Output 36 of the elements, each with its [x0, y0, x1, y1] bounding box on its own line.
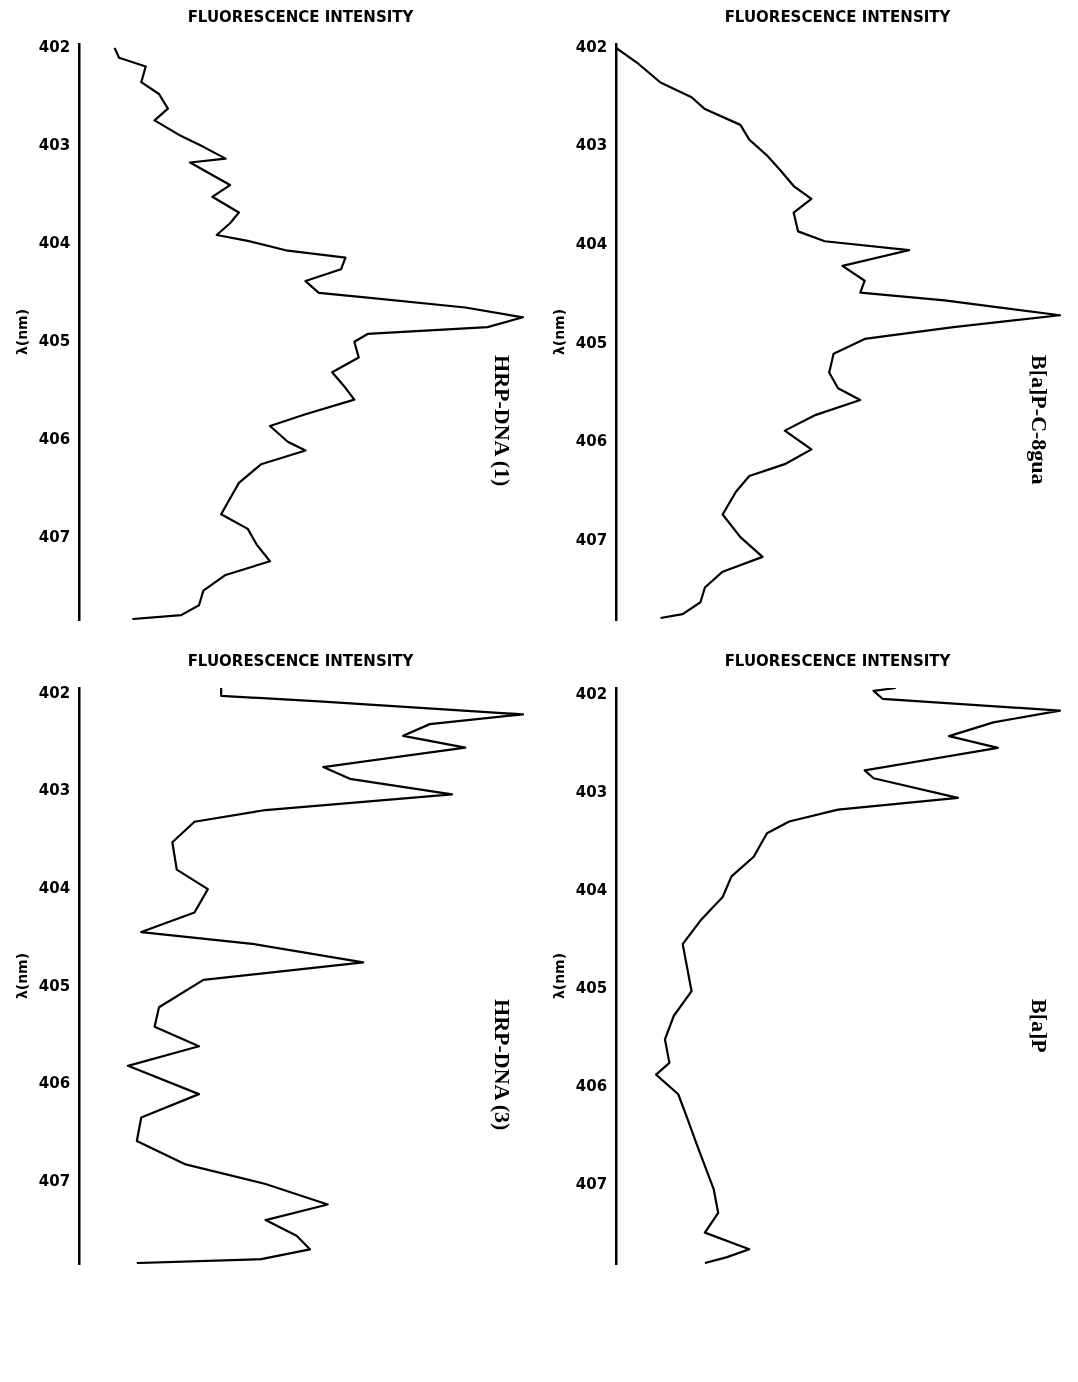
y-tick-label: 404: [575, 235, 607, 254]
y-tick-label: 405: [575, 979, 607, 998]
y-tick-label: 402: [575, 684, 607, 703]
y-tick-label: 406: [38, 429, 70, 448]
y-tick-label: 404: [38, 879, 70, 897]
y-tick-label: 402: [575, 37, 607, 56]
y-axis-title: λ(nm): [13, 952, 30, 1000]
y-tick-label: 403: [38, 781, 70, 800]
y-tick-label: 403: [575, 782, 607, 801]
y-tick-label: 402: [38, 37, 70, 56]
y-axis-title: λ(nm): [550, 308, 567, 356]
y-tick-label: 402: [38, 683, 70, 702]
x-axis-title: FLUORESCENCE INTENSITY: [186, 8, 414, 28]
text: B[a]P-C-8gua: [1026, 355, 1052, 485]
text: HRP-DNA (3): [489, 999, 515, 1131]
y-tick-label: 407: [38, 1171, 70, 1190]
x-axis-title: FLUORESCENCE INTENSITY: [186, 652, 414, 672]
y-tick-label: 404: [575, 881, 607, 900]
y-tick-label: 407: [575, 530, 607, 549]
y-tick-label: 403: [575, 136, 607, 155]
text: HRP-DNA (1): [489, 355, 515, 487]
y-tick-label: 407: [38, 527, 70, 546]
y-tick-label: 405: [38, 331, 70, 350]
y-tick-label: 406: [575, 1077, 607, 1096]
y-axis-title: λ(nm): [550, 952, 567, 1000]
y-tick-label: 406: [575, 432, 607, 451]
y-axis-title: λ(nm): [13, 308, 30, 356]
x-axis-title: FLUORESCENCE INTENSITY: [723, 652, 951, 672]
text: B[a]P: [1026, 999, 1052, 1053]
x-axis-title: FLUORESCENCE INTENSITY: [723, 8, 951, 28]
y-tick-label: 405: [38, 976, 70, 995]
y-tick-label: 403: [38, 135, 70, 154]
y-tick-label: 406: [38, 1074, 70, 1093]
y-tick-label: 404: [38, 233, 70, 252]
y-tick-label: 407: [575, 1175, 607, 1194]
y-tick-label: 405: [575, 333, 607, 352]
